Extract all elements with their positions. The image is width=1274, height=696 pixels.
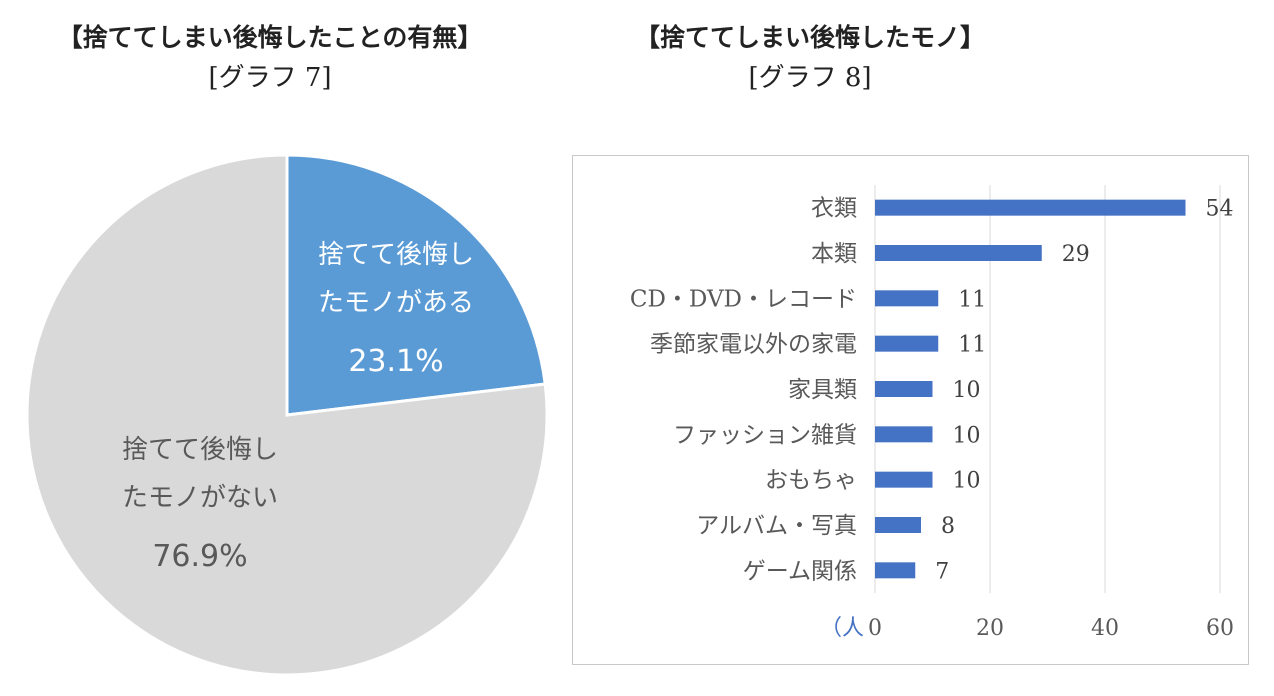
unit-label: （人 [820, 616, 864, 641]
category-label: 家具類 [788, 377, 857, 403]
data-label: 11 [958, 287, 986, 312]
pie-title-text: 【捨ててしまい後悔したことの有無】 [57, 23, 483, 52]
data-label: 10 [953, 423, 981, 448]
data-label: 7 [935, 559, 949, 584]
pie-subtitle: [グラフ 7] [208, 63, 332, 93]
data-label: 10 [953, 378, 981, 403]
data-label: 54 [1206, 197, 1234, 222]
bar [875, 381, 933, 397]
bar [875, 290, 939, 307]
pie-label-line: 捨てて後悔し [122, 435, 278, 465]
data-label: 29 [1062, 242, 1090, 267]
pie-slice [285, 153, 547, 417]
pie-value-label: 23.1% [348, 344, 443, 379]
bar-chart-frame [572, 155, 1249, 665]
category-label: おもちゃ [765, 468, 857, 494]
x-tick-label: 20 [976, 616, 1004, 641]
x-tick-label: 0 [868, 616, 882, 641]
bar [875, 426, 933, 443]
x-tick-label: 40 [1091, 616, 1119, 641]
pie-label-line: たモノがない [122, 483, 278, 513]
bar [875, 199, 1186, 216]
data-label: 11 [958, 333, 986, 358]
x-tick-label: 60 [1206, 616, 1234, 641]
bar-subtitle: [グラフ 8] [748, 63, 872, 93]
pie-label-line: たモノがある [318, 288, 474, 318]
data-label: 8 [941, 514, 955, 539]
bar [875, 245, 1042, 261]
pie-chart-title: 【捨ててしまい後悔したことの有無】 [グラフ 7] [20, 18, 520, 98]
data-label: 10 [953, 469, 981, 494]
pie-label-line: 捨てて後悔し [318, 240, 474, 270]
category-label: 本類 [811, 241, 857, 267]
category-label: ファッション雑貨 [673, 422, 857, 448]
bar [875, 335, 939, 352]
bar-chart: 0 20 40 60 （人 衣類 54 本類 29 CD・DVD・レコード 11 季節家電以外の家電 1… [630, 185, 1234, 641]
category-label: アルバム・写真 [696, 513, 857, 539]
pie-slice [25, 153, 549, 677]
category-label: 衣類 [811, 196, 857, 222]
bar [875, 562, 916, 579]
bar-title-text: 【捨ててしまい後悔したモノ】 [634, 23, 985, 52]
category-label: ゲーム関係 [743, 558, 857, 584]
category-label: 季節家電以外の家電 [650, 332, 857, 358]
bar [875, 471, 933, 488]
category-label: CD・DVD・レコード [630, 286, 857, 312]
bar-chart-title: 【捨ててしまい後悔したモノ】 [グラフ 8] [560, 18, 1060, 98]
bar [875, 517, 921, 533]
pie-value-label: 76.9% [152, 539, 247, 574]
